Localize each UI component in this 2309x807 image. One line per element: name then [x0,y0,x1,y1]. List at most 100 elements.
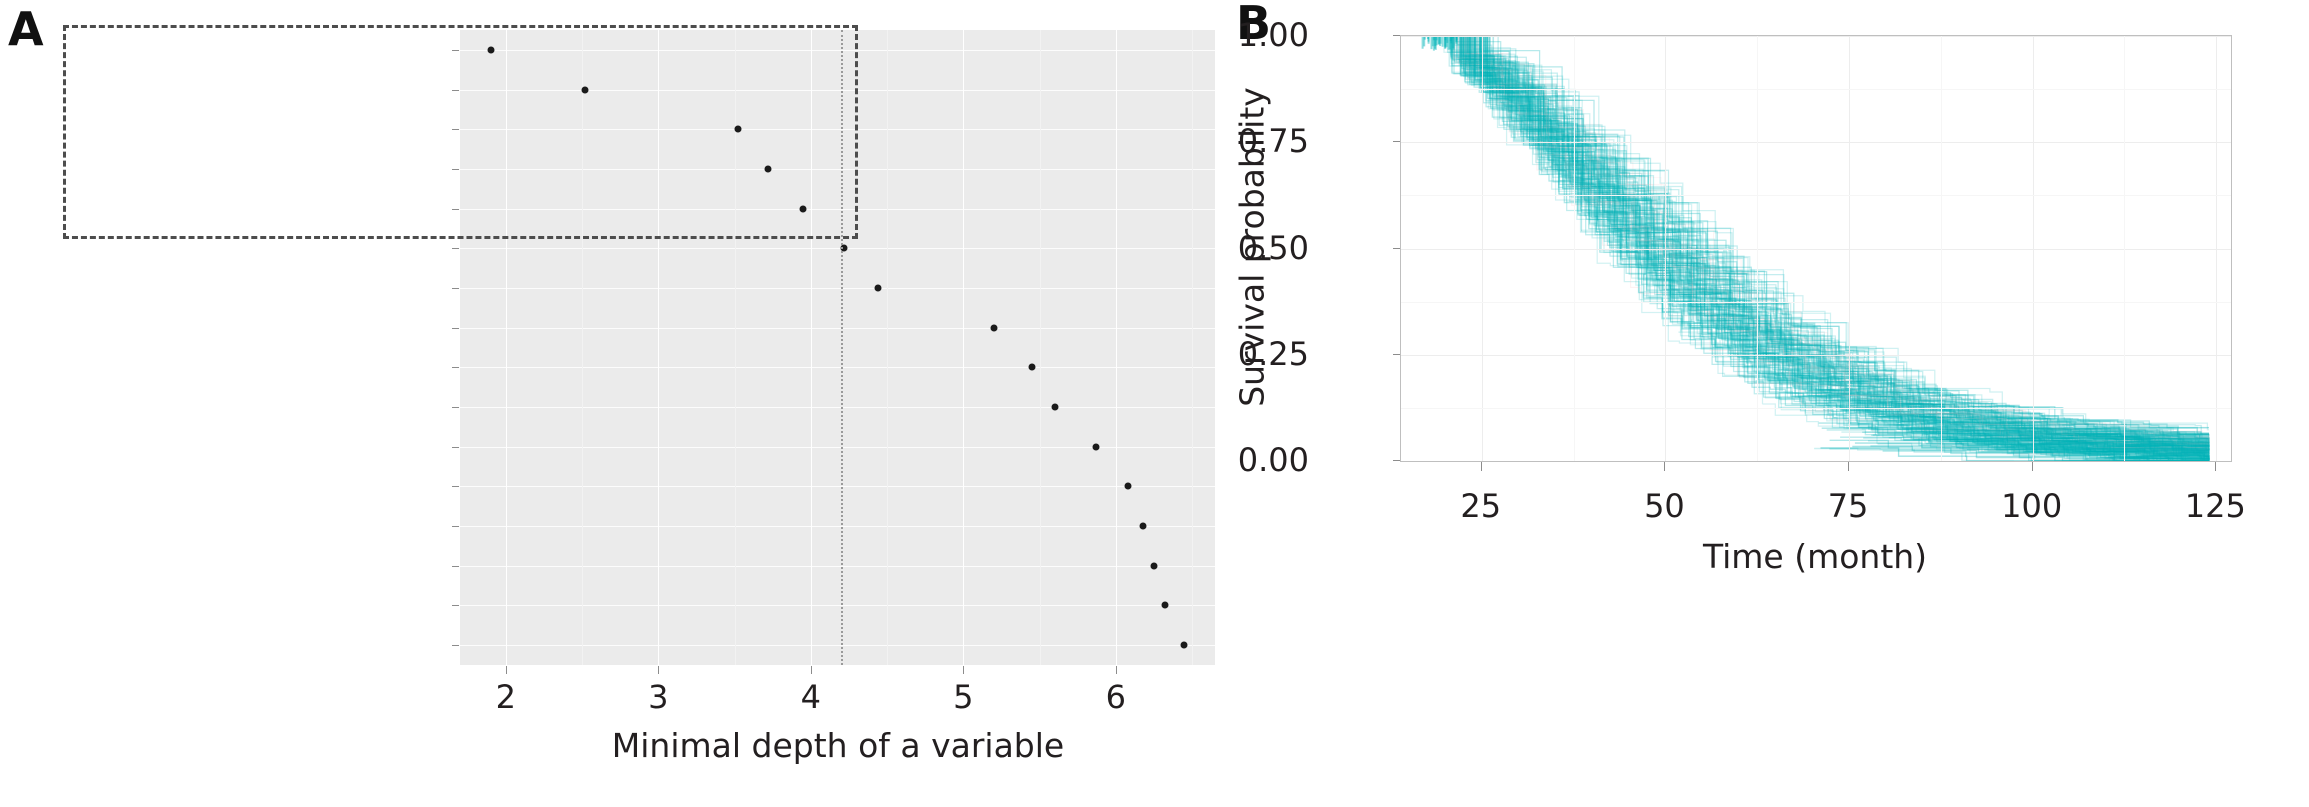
panel-b-survival-curve [1423,36,2210,439]
panel-b-survival-curve [1921,433,2209,461]
panel-a-data-point [581,86,589,94]
panel-b-survival-curve [1424,36,2209,453]
panel-b-survival-curve [1419,36,2209,453]
panel-b-survival-curve [1437,36,2209,445]
panel-a-y-tickmark [452,327,459,329]
panel-b-survival-curve [2053,439,2209,461]
panel-b-survival-curve [1417,36,2209,443]
panel-b-survival-curve [1814,447,2209,461]
panel-b-survival-curve [1424,36,2209,443]
panel-b-survival-curve [1436,36,2210,450]
panel-b-survival-curve [1412,36,2209,458]
panel-b-survival-curve [2060,448,2209,461]
panel-b-x-tick-label: 50 [1644,487,1685,525]
panel-b-survival-curve [1414,36,2209,450]
panel-a-row-gridline [460,248,1215,250]
panel-a-data-point [799,205,807,213]
panel-b-survival-curve [1432,36,1455,50]
panel-b-survival-curve [1425,36,1447,41]
panel-b-survival-curve [1438,36,1454,39]
panel-b-x-tick-label: 75 [1827,487,1869,525]
panel-b-survival-curve [1437,36,2209,439]
panel-a-row-gridline [460,168,1215,170]
panel-a-plot-area [460,30,1215,665]
panel-b-survival-curve [1431,36,2209,435]
panel-b-survival-curve [1840,436,2209,461]
panel-b-survival-curve [1421,36,2210,452]
panel-b-survival-curve [1437,36,2209,447]
panel-b-survival-curve [1412,36,1433,50]
panel-b-y-tick-label: 0.75 [1237,122,1309,161]
panel-b-survival-curve [1882,450,2209,461]
panel-b-survival-curve [1861,428,2210,447]
panel-b-survival-curve [1423,36,2209,434]
panel-b-survival-curve [1427,36,2209,445]
panel-a-y-tickmark [452,605,459,607]
panel-b-survival-curve [1425,36,2209,444]
panel-b-survival-curve [1430,36,2210,450]
panel-b-x-tickmark [1848,462,1850,471]
panel-b-survival-curve [1820,447,2209,461]
panel-b-survival-curve [1414,36,2209,448]
panel-b-survival-curve [1877,443,2210,461]
panel-b-y-gridline-minor [1401,407,2231,409]
panel-b-survival-curve [1435,36,2210,444]
panel-b-survival-curve [1430,36,1450,50]
panel-b-survival-curve [1433,36,1452,50]
panel-b-survival-curve [1428,36,2209,460]
panel-b-survival-curve [1423,36,2209,441]
panel-b-survival-curve [1414,36,2209,436]
panel-b-survival-curve [2044,433,2210,455]
panel-a-x-gridline-minor [582,30,584,665]
panel-b-survival-curve [1426,36,2209,450]
panel-b-survival-curve [1434,36,2209,429]
panel-b-survival-curve [1413,36,2209,453]
panel-b-survival-curve [1430,36,1458,44]
panel-b-survival-curve [1426,36,2209,442]
panel-b-survival-curve [1437,36,2209,458]
panel-b-survival-curve [1428,36,2209,452]
panel-b-survival-curve [2062,424,2209,454]
panel-a-x-gridline [505,30,507,665]
panel-a-y-tickmark [452,486,459,488]
panel-b-survival-curve [1431,36,2209,446]
panel-b-survival-curve [1436,36,1449,43]
panel-a-data-point [840,244,848,252]
panel-b-survival-curve [1436,36,1453,44]
panel-a-data-point [1180,641,1188,649]
panel-a-x-axis-label: Minimal depth of a variable [611,726,1065,765]
panel-b-survival-curve [1958,422,2209,441]
panel-b-survival-curve [1418,36,2209,454]
panel-b-survival-curve [1433,36,2210,452]
panel-b-survival-curve [1418,36,2209,449]
panel-b-survival-curve [1429,36,2210,457]
panel-b-survival-curve [1424,36,2209,446]
panel-a-row-gridline [460,446,1215,448]
panel-a-x-tickmark [505,666,507,674]
panel-b-survival-curve [1418,36,2210,447]
panel-b-survival-curve [2068,449,2209,461]
panel-b-survival-curve [1426,36,2209,436]
panel-b-survival-curve [1414,36,2209,448]
panel-b-plot-area [1400,35,2232,462]
panel-a-data-point [990,324,998,332]
panel-b-survival-curve [1432,36,2209,449]
panel-b-survival-curve [1432,36,2209,447]
panel-b-survival-curve [1829,439,2209,461]
panel-b-survival-curve [1424,36,2209,449]
panel-a-y-tickmark [452,129,459,131]
panel-a-data-point [734,125,742,133]
panel-b-survival-curve [1433,36,2209,449]
panel-a-y-tickmark [452,248,459,250]
panel-a-data-point [487,46,494,54]
panel-b-survival-curve [1417,36,1426,47]
panel-a-selected-variables-box [63,25,858,240]
panel-b-survival-curve [1415,36,2210,451]
panel-b-survival-curve [1412,36,1436,49]
panel-b-survival-curve [1431,36,2209,452]
panel-b-survival-curve [1435,36,2209,444]
panel-b-x-gridline-minor [2124,36,2126,461]
panel-b-survival-curve [1423,36,2209,437]
panel-b-survival-curve [1945,438,2209,461]
panel-b-survival-curve [1431,36,1447,49]
